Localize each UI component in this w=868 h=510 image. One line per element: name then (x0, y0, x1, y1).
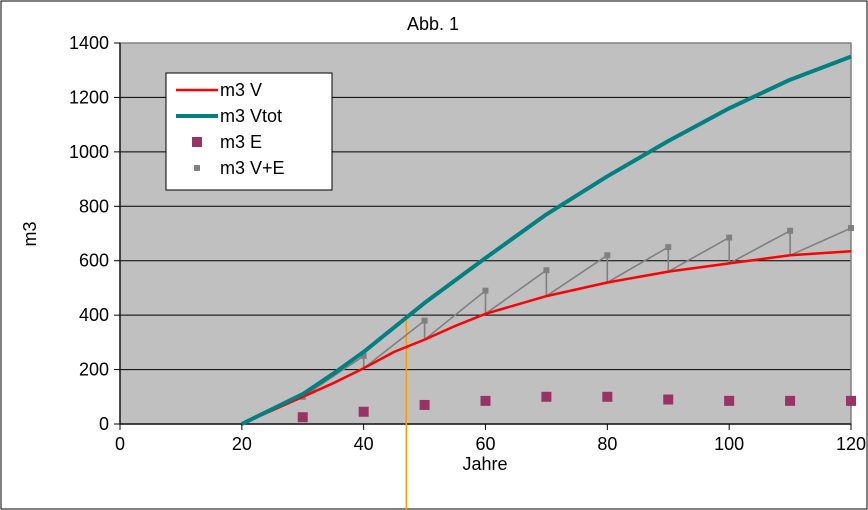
series-m3-v (241, 249, 852, 426)
data-point (482, 287, 489, 294)
data-point (785, 395, 796, 406)
y-axis-label: m3 (20, 221, 40, 246)
x-tick-label: 80 (597, 434, 617, 454)
data-point (541, 391, 552, 402)
data-point (360, 352, 367, 359)
legend-item: m3 V (176, 80, 262, 100)
data-point (665, 244, 672, 251)
data-point (724, 395, 735, 406)
legend-box (165, 72, 333, 191)
y-tick-label: 1200 (69, 87, 109, 107)
legend-label: m3 Vtot (220, 106, 282, 126)
y-tick-label: 1000 (69, 142, 109, 162)
legend-item: m3 Vtot (176, 106, 282, 126)
x-tick-label: 60 (475, 434, 495, 454)
series-m3-vtot (240, 54, 852, 426)
y-tick-label: 400 (79, 305, 109, 325)
data-point (604, 252, 611, 259)
legend-item: m3 E (192, 132, 262, 152)
series-m3-e (297, 391, 856, 423)
data-point (419, 399, 430, 410)
y-tick-label: 0 (99, 414, 109, 434)
data-point (358, 406, 369, 417)
data-point (421, 317, 428, 324)
legend-label: m3 V (220, 80, 262, 100)
legend-label: m3 E (220, 132, 262, 152)
legend-swatch (192, 137, 202, 147)
y-tick-label: 1400 (69, 33, 109, 53)
legend-label: m3 V+E (220, 158, 285, 178)
x-tick-label: 40 (354, 434, 374, 454)
legend-swatch (194, 165, 200, 171)
data-point (848, 225, 854, 232)
data-point (543, 267, 550, 274)
x-tick-label: 0 (115, 434, 125, 454)
data-point (846, 395, 856, 406)
data-point (663, 394, 674, 405)
x-tick-label: 100 (714, 434, 744, 454)
x-tick-label: 20 (232, 434, 252, 454)
legend-item: m3 V+E (194, 158, 285, 178)
x-tick-label: 120 (836, 434, 866, 454)
data-point (297, 412, 308, 423)
data-point (480, 395, 491, 406)
y-tick-label: 600 (79, 251, 109, 271)
x-axis-label: Jahre (462, 454, 507, 474)
data-point (602, 391, 613, 402)
chart-title: Abb. 1 (407, 14, 459, 34)
y-tick-label: 800 (79, 196, 109, 216)
series-line (240, 54, 852, 426)
data-point (787, 227, 794, 234)
y-tick-label: 200 (79, 360, 109, 380)
series-line (241, 249, 852, 426)
data-point (726, 234, 733, 241)
